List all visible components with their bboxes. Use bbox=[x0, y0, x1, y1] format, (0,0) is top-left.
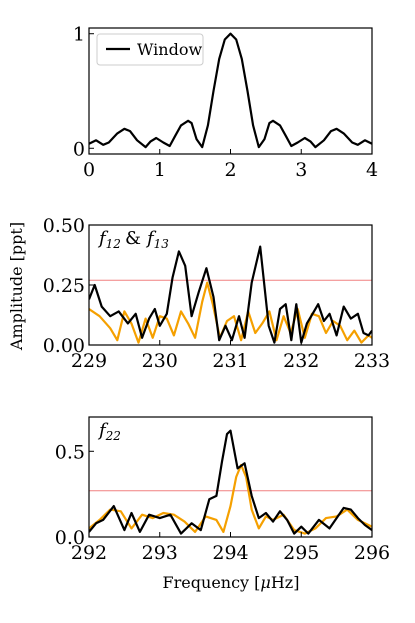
y-tick-label: 0 bbox=[73, 138, 85, 160]
y-tick-label: 0.00 bbox=[43, 335, 85, 357]
annotation-subscript: 12 bbox=[106, 237, 121, 251]
x-tick-label: 293 bbox=[142, 542, 178, 564]
x-tick-label: 3 bbox=[295, 159, 307, 181]
y-tick-label: 0.0 bbox=[55, 527, 85, 549]
panel-annotation: f22 bbox=[97, 420, 121, 443]
x-axis-label-prefix: Frequency [ bbox=[163, 573, 261, 592]
x-tick-label: 232 bbox=[283, 350, 319, 372]
y-tick-label: 0.25 bbox=[43, 275, 85, 297]
x-tick-label: 292 bbox=[71, 542, 107, 564]
x-tick-label: 0 bbox=[83, 159, 95, 181]
x-tick-label: 4 bbox=[366, 159, 378, 181]
legend-label: Window bbox=[137, 40, 202, 59]
y-tick-label: 1 bbox=[73, 24, 85, 46]
x-axis-label: Frequency [μHz] bbox=[163, 573, 300, 592]
x-tick-label: 1 bbox=[154, 159, 166, 181]
x-axis-label-mu: μ bbox=[260, 573, 270, 592]
y-tick-label: 0.5 bbox=[55, 441, 85, 463]
x-axis-label-suffix: Hz] bbox=[271, 573, 300, 592]
x-tick-label: 294 bbox=[212, 542, 248, 564]
x-tick-label: 231 bbox=[212, 350, 248, 372]
series-line-black bbox=[89, 32, 372, 149]
legend-box bbox=[96, 33, 204, 66]
panel-f22: 292 293 294 295 296 0.0 0.5 f22 bbox=[55, 416, 390, 564]
series-line-orange bbox=[89, 463, 372, 535]
y-tick-label: 0.50 bbox=[43, 215, 85, 237]
y-axis-label: Amplitude [ppt] bbox=[7, 222, 26, 351]
panel-annotation: f12 & f13 bbox=[97, 228, 169, 251]
x-tick-label: 233 bbox=[354, 350, 390, 372]
x-tick-label: 230 bbox=[142, 350, 178, 372]
x-tick-label: 295 bbox=[283, 542, 319, 564]
series-line-black bbox=[89, 245, 372, 344]
annotation-subscript: 22 bbox=[105, 429, 121, 443]
series-line-orange bbox=[89, 281, 372, 344]
series-line-black bbox=[89, 429, 372, 535]
panel-f12_f13: 229 230 231 232 233 0.00 0.25 0.50 f12 & f13 bbox=[43, 215, 390, 372]
x-tick-label: 296 bbox=[354, 542, 390, 564]
annotation-ampersand: & bbox=[125, 228, 141, 249]
x-tick-label: 229 bbox=[71, 350, 107, 372]
annotation-subscript: 13 bbox=[154, 237, 170, 251]
panel-window: 0 1 2 3 4 0 1 Window bbox=[73, 24, 378, 181]
x-tick-label: 2 bbox=[224, 159, 236, 181]
